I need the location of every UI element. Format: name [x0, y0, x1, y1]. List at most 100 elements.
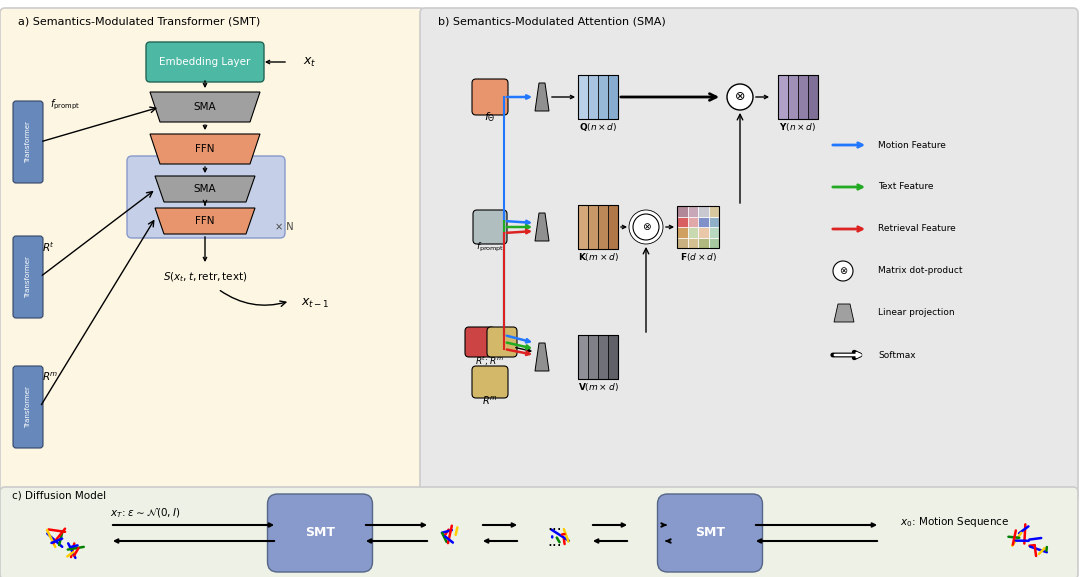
FancyBboxPatch shape: [13, 101, 43, 183]
FancyBboxPatch shape: [268, 494, 373, 572]
Text: ⊗: ⊗: [734, 91, 745, 103]
Text: $\mathbf{F}(d \times d)$: $\mathbf{F}(d \times d)$: [679, 251, 716, 263]
Circle shape: [833, 261, 853, 281]
FancyBboxPatch shape: [420, 8, 1078, 500]
Text: $R^m$: $R^m$: [482, 395, 498, 407]
Circle shape: [727, 84, 753, 110]
Text: Softmax: Softmax: [878, 350, 916, 359]
Bar: [698, 238, 708, 248]
Polygon shape: [535, 213, 549, 241]
Bar: [588, 205, 598, 249]
Text: $f_{\mathrm{prompt}}$: $f_{\mathrm{prompt}}$: [50, 98, 80, 112]
Text: c) Diffusion Model: c) Diffusion Model: [12, 491, 106, 501]
Bar: [598, 75, 608, 119]
Text: a) Semantics-Modulated Transformer (SMT): a) Semantics-Modulated Transformer (SMT): [18, 17, 260, 27]
Bar: [698, 206, 708, 216]
Bar: [578, 205, 588, 249]
FancyBboxPatch shape: [0, 8, 426, 500]
Polygon shape: [535, 343, 549, 371]
Text: $\mathbf{Y}(n \times d)$: $\mathbf{Y}(n \times d)$: [780, 121, 816, 133]
FancyBboxPatch shape: [487, 327, 517, 357]
Text: $\mathbf{V}(m \times d)$: $\mathbf{V}(m \times d)$: [578, 381, 619, 393]
Bar: [778, 75, 788, 119]
Text: SMT: SMT: [696, 526, 725, 539]
Text: Transformer: Transformer: [25, 121, 31, 163]
Bar: [677, 227, 688, 238]
FancyBboxPatch shape: [472, 366, 508, 398]
Bar: [688, 216, 698, 227]
Bar: [578, 75, 618, 119]
Text: FFN: FFN: [195, 144, 215, 154]
Text: $R^t; R^m$: $R^t; R^m$: [475, 354, 504, 368]
FancyBboxPatch shape: [472, 79, 508, 115]
Text: Embedding Layer: Embedding Layer: [160, 57, 251, 67]
Bar: [677, 206, 719, 248]
FancyBboxPatch shape: [0, 487, 1078, 577]
Bar: [677, 238, 688, 248]
Bar: [708, 216, 719, 227]
Bar: [578, 335, 618, 379]
FancyBboxPatch shape: [13, 366, 43, 448]
Polygon shape: [156, 208, 255, 234]
Bar: [788, 75, 798, 119]
Bar: [708, 206, 719, 216]
Polygon shape: [535, 83, 549, 111]
Bar: [708, 227, 719, 238]
Bar: [688, 238, 698, 248]
Bar: [677, 216, 688, 227]
Text: $f_{\Theta}$: $f_{\Theta}$: [484, 110, 496, 124]
Circle shape: [629, 210, 663, 244]
Bar: [578, 75, 588, 119]
Text: Linear projection: Linear projection: [878, 309, 955, 317]
Text: $x_t$: $x_t$: [303, 55, 316, 69]
Text: Text Feature: Text Feature: [878, 182, 933, 192]
Bar: [778, 75, 818, 119]
Text: $x_T$: $\epsilon \sim \mathcal{N}(0, I)$: $x_T$: $\epsilon \sim \mathcal{N}(0, I)$: [110, 506, 180, 520]
Text: Transformer: Transformer: [25, 256, 31, 298]
Text: × N: × N: [274, 222, 294, 232]
Bar: [588, 75, 598, 119]
Bar: [708, 238, 719, 248]
Text: FFN: FFN: [195, 216, 215, 226]
Text: Transformer: Transformer: [25, 386, 31, 428]
FancyBboxPatch shape: [127, 156, 285, 238]
Bar: [608, 335, 618, 379]
Bar: [588, 335, 598, 379]
Polygon shape: [834, 304, 854, 322]
Bar: [798, 75, 808, 119]
Text: $R^t$: $R^t$: [42, 240, 55, 254]
FancyBboxPatch shape: [13, 236, 43, 318]
Bar: [578, 335, 588, 379]
Bar: [598, 205, 608, 249]
Text: ⊗: ⊗: [839, 266, 847, 276]
Bar: [598, 335, 608, 379]
Polygon shape: [156, 176, 255, 202]
Circle shape: [633, 214, 659, 240]
Text: $S(x_t, t, \mathrm{retr}, \mathrm{text})$: $S(x_t, t, \mathrm{retr}, \mathrm{text})…: [163, 270, 247, 284]
Text: ...: ...: [548, 518, 563, 533]
Text: $f_{\mathrm{prompt}}$: $f_{\mathrm{prompt}}$: [476, 241, 504, 253]
Bar: [698, 216, 708, 227]
Text: Motion Feature: Motion Feature: [878, 141, 946, 149]
Text: $x_{t-1}$: $x_{t-1}$: [300, 297, 329, 309]
Bar: [808, 75, 818, 119]
Text: SMA: SMA: [193, 184, 216, 194]
Polygon shape: [150, 134, 260, 164]
Text: ⊗: ⊗: [642, 222, 650, 232]
Text: Retrieval Feature: Retrieval Feature: [878, 224, 956, 234]
Text: $\mathbf{K}(m \times d)$: $\mathbf{K}(m \times d)$: [578, 251, 619, 263]
Bar: [608, 75, 618, 119]
Bar: [677, 206, 688, 216]
Polygon shape: [150, 92, 260, 122]
Bar: [578, 205, 618, 249]
Text: $x_0$: Motion Sequence: $x_0$: Motion Sequence: [901, 515, 1010, 529]
FancyBboxPatch shape: [465, 327, 495, 357]
Bar: [688, 227, 698, 238]
Text: $R^m$: $R^m$: [42, 371, 58, 383]
Bar: [698, 227, 708, 238]
Text: SMA: SMA: [193, 102, 216, 112]
Text: Matrix dot-product: Matrix dot-product: [878, 267, 962, 275]
FancyBboxPatch shape: [146, 42, 264, 82]
Bar: [608, 205, 618, 249]
Text: b) Semantics-Modulated Attention (SMA): b) Semantics-Modulated Attention (SMA): [438, 17, 665, 27]
